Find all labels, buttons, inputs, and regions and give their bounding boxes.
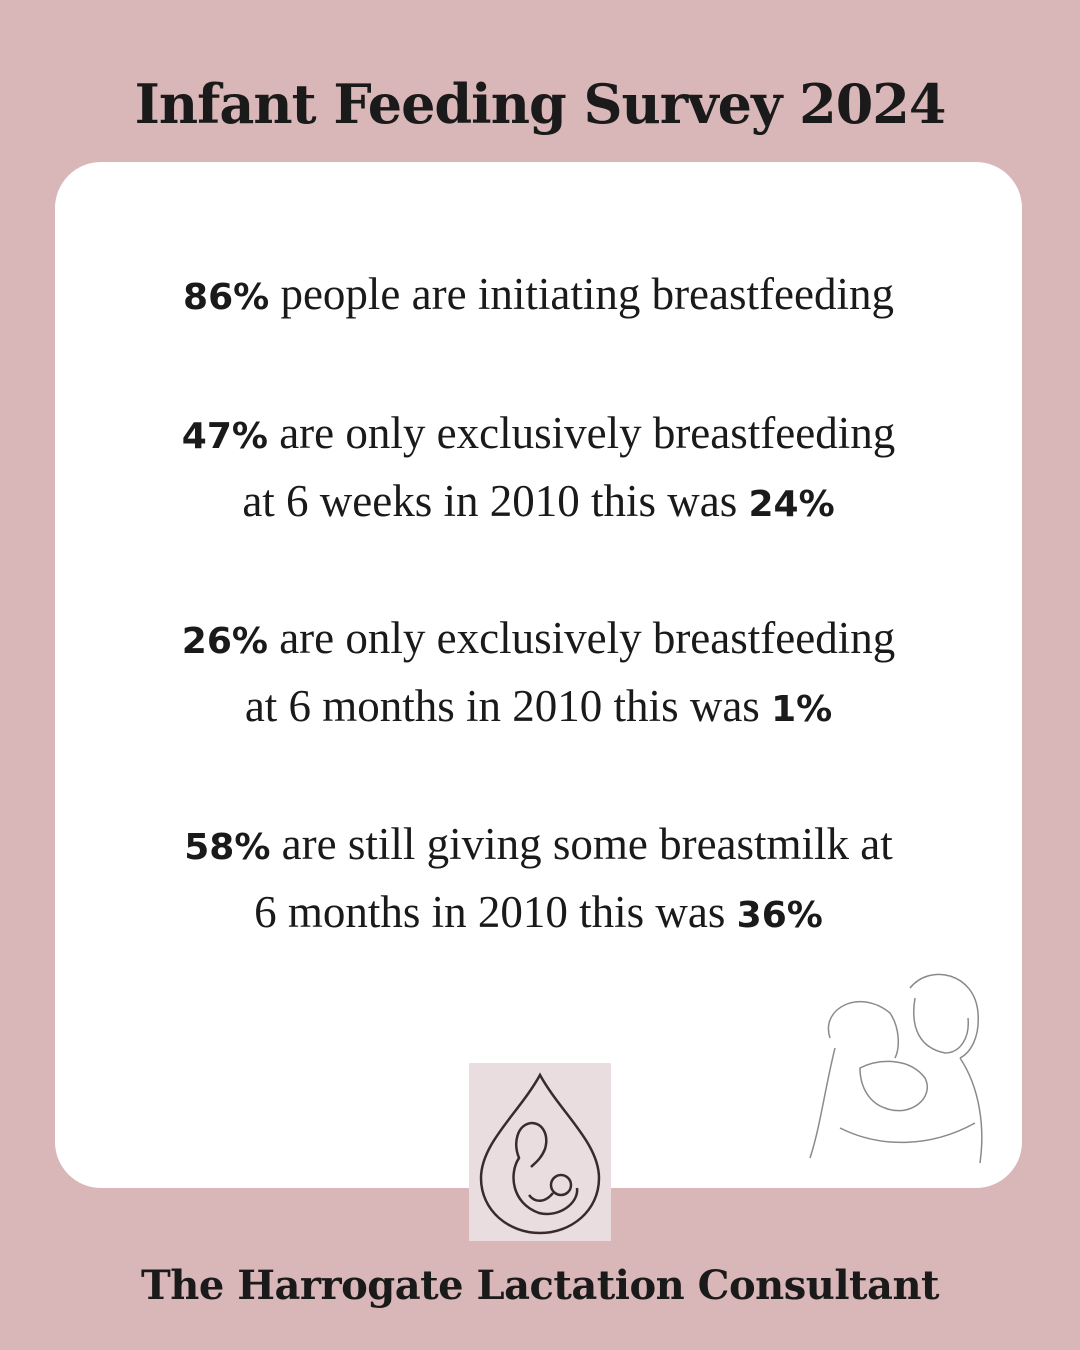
stat-figure: 47%	[181, 416, 268, 457]
stat-figure: 26%	[181, 621, 268, 662]
stat-text: are still giving some breastmilk at	[281, 819, 893, 869]
stat-line: 26% are only exclusively breastfeeding	[55, 612, 1022, 664]
stat-line: 86% people are initiating breastfeeding	[55, 268, 1022, 320]
stats-card: 86% people are initiating breastfeeding 4…	[55, 162, 1022, 1188]
stat-figure: 36%	[736, 895, 823, 936]
stat-line: 6 months in 2010 this was 36%	[55, 886, 1022, 938]
footer: The Harrogate Lactation Consultant	[141, 1262, 940, 1309]
stat-line: at 6 weeks in 2010 this was 24%	[55, 475, 1022, 527]
stat-figure: 1%	[771, 689, 833, 730]
stat-text: 6 months in 2010 this was	[254, 887, 726, 937]
logo-icon	[479, 1072, 601, 1235]
stat-line: 47% are only exclusively breastfeeding	[55, 407, 1022, 459]
title: Infant Feeding Survey 2024	[134, 72, 947, 136]
stat-text: at 6 weeks in 2010 this was	[242, 476, 738, 526]
stat-text: people are initiating breastfeeding	[280, 269, 894, 319]
stat-figure: 86%	[183, 277, 270, 318]
stat-text: at 6 months in 2010 this was	[244, 681, 760, 731]
stat-figure: 24%	[748, 484, 835, 525]
stat-line: at 6 months in 2010 this was 1%	[55, 680, 1022, 732]
family-illustration	[800, 958, 988, 1172]
sketch-drawing	[809, 973, 983, 1164]
logo	[469, 1063, 611, 1241]
stat-line: 58% are still giving some breastmilk at	[55, 818, 1022, 870]
stat-text: are only exclusively breastfeeding	[279, 613, 896, 663]
stat-text: are only exclusively breastfeeding	[279, 408, 896, 458]
stat-figure: 58%	[184, 827, 271, 868]
